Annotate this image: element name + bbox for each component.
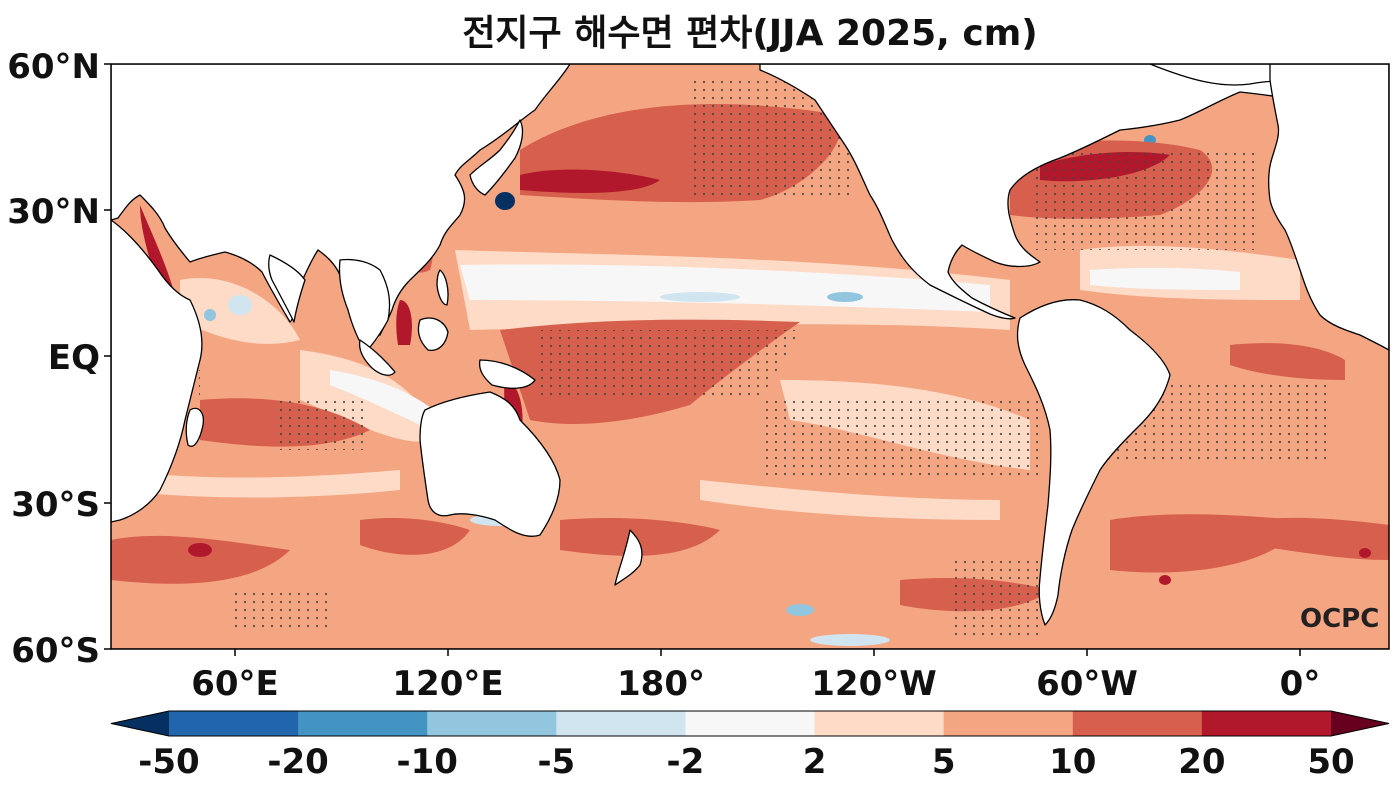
colorbar-tick-label: 50 [1307,742,1355,782]
colorbar-bin [1072,711,1203,736]
x-tick-label-120e: 120°E [392,664,504,704]
y-tick-label-eq: EQ [47,338,100,378]
colorbar-bin [169,711,299,736]
colorbar-bin [298,711,428,736]
colorbar-tick-label: -5 [537,742,576,782]
land-borneo [417,317,449,351]
landmasses [111,64,1389,649]
x-tick-label-60e: 60°E [191,664,279,704]
colorbar-tick-label: -50 [138,742,200,782]
y-tick-label-30n: 30°N [7,192,100,232]
colorbar-outline [110,710,1390,737]
colorbar-tick-label: -10 [396,742,458,782]
land-europe-africa-east [1268,64,1389,351]
land-north-america [759,64,1389,320]
x-tick-label-60w: 60°W [1036,664,1138,704]
x-ticks [234,649,1301,656]
colorbar-tick-label: 20 [1178,742,1226,782]
colorbar [110,710,1390,737]
map-title: 전지구 해수면 편차(JJA 2025, cm) [462,13,1038,54]
colorbar-extend-min [111,711,169,736]
land-india [268,254,306,323]
land-sumatra [358,339,396,376]
x-tick-label-180: 180° [617,664,705,704]
y-tick-label-60n: 60°N [7,47,100,87]
colorbar-tick-label: 10 [1049,742,1097,782]
x-tick-label-120w: 120°W [811,664,937,704]
land-south-america [1016,299,1171,626]
land-indochina [338,258,391,353]
y-ticks [104,63,111,650]
colorbar-tick-label: -2 [666,742,705,782]
land-madagascar [185,407,204,447]
land-australia [419,391,561,537]
colorbar-bin [943,711,1074,736]
colorbar-bin [814,711,945,736]
colorbar-tick-label: 2 [802,742,827,782]
land-africa [111,219,203,523]
colorbar-tick-label: 5 [931,742,956,782]
colorbar-bin [685,711,816,736]
x-tick-label-0: 0° [1279,664,1321,704]
land-philippines [436,269,449,306]
colorbar-bin [1201,711,1332,736]
y-tick-label-60s: 60°S [11,631,100,671]
colorbar-extend-max [1331,711,1389,736]
y-tick-label-30s: 30°S [11,485,100,525]
land-new-zealand [614,529,643,586]
land-new-guinea [478,359,536,389]
ocpc-logo: OCPC [1300,604,1380,634]
colorbar-bin [556,711,686,736]
colorbar-tick-label: -20 [267,742,329,782]
colorbar-bin [427,711,557,736]
land-japan [469,119,524,196]
